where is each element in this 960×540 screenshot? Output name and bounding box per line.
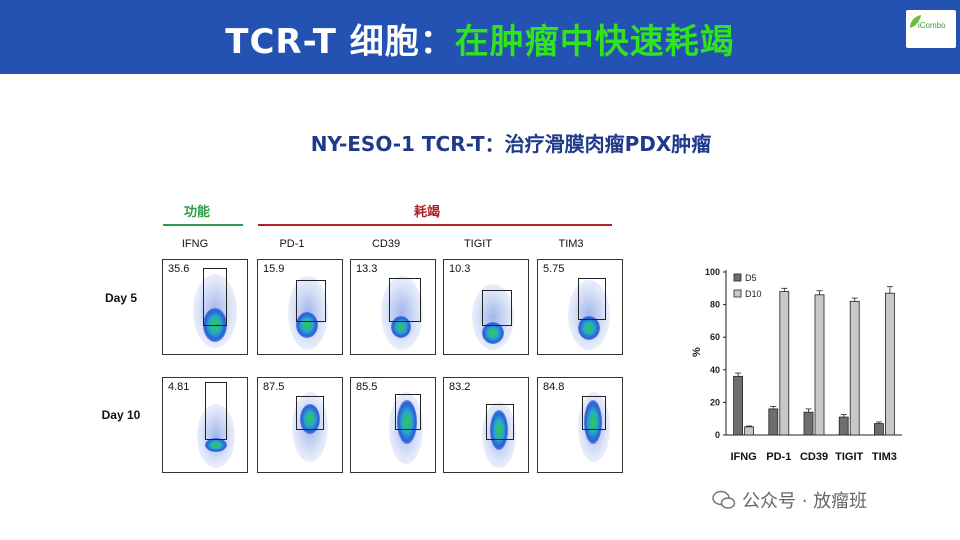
gate-box: [395, 394, 421, 430]
y-tick-label: 60: [710, 332, 720, 342]
gate-box: [486, 404, 514, 440]
group-label-function: 功能: [184, 204, 211, 219]
gate-box: [578, 278, 606, 320]
column-label-ifng: IFNG: [181, 238, 209, 250]
event-density: [296, 312, 318, 338]
bar-d5-tigit: [838, 416, 849, 436]
slide-title: TCR-T 细胞：在肿瘤中快速耗竭: [0, 14, 960, 63]
x-axis-labels: IFNG PD-1 CD39 TIGIT TIM3: [730, 451, 896, 463]
slide-subtitle: NY-ESO-1 TCR-T：治疗滑膜肉瘤PDX肿瘤: [310, 132, 712, 156]
flow-panel-day5-tigit: 10.3: [443, 259, 529, 355]
gate-percentage: 83.2: [449, 381, 471, 393]
chart-legend: D5 D10: [733, 273, 762, 299]
y-tick-label: 40: [710, 365, 720, 375]
flow-panel-day5-cd39: 13.3: [350, 259, 436, 355]
gate-percentage: 87.5: [263, 381, 285, 393]
leaf-icon: [910, 15, 921, 28]
y-tick-label: 0: [715, 430, 720, 440]
gate-percentage: 5.75: [543, 263, 565, 275]
bar-d10-ifng: [744, 426, 754, 436]
bar-d10-tim3: [884, 292, 895, 436]
function-underline: [163, 224, 243, 226]
logo-text: iCombo: [918, 21, 946, 30]
column-label-cd39: CD39: [371, 238, 401, 250]
bar-d10-tigit: [849, 300, 860, 436]
row-label-day10: Day 10: [101, 408, 141, 422]
gate-box: [296, 396, 324, 430]
flow-panel-day5-pd1: 15.9: [257, 259, 343, 355]
x-tick-label: CD39: [800, 451, 828, 463]
y-tick-label: 100: [705, 267, 720, 277]
flow-panel-day10-ifng: 4.81: [162, 377, 248, 473]
gate-box: [482, 290, 512, 326]
gate-percentage: 13.3: [356, 263, 378, 275]
x-tick-label: TIGIT: [835, 451, 863, 463]
bar-d5-cd39: [803, 411, 814, 436]
bar-d5-pd-1: [768, 408, 779, 436]
column-label-pd1: PD-1: [279, 238, 305, 250]
row-label-day5: Day 5: [104, 291, 138, 305]
legend-swatch: [733, 273, 742, 282]
legend-label: D5: [745, 273, 757, 283]
group-label-exhaustion: 耗竭: [414, 204, 441, 219]
column-label-tigit: TIGIT: [463, 238, 493, 250]
legend-swatch: [733, 289, 742, 298]
event-scatter: [197, 404, 235, 468]
gate-box: [205, 382, 227, 440]
y-tick-label: 80: [710, 300, 720, 310]
event-density: [300, 404, 320, 434]
title-prefix: TCR-T 细胞：: [225, 22, 455, 62]
bar-d5-ifng: [733, 375, 743, 436]
gate-box: [389, 278, 421, 322]
y-tick-label: 20: [710, 397, 720, 407]
x-tick-label: TIM3: [872, 451, 897, 463]
flow-panel-day5-ifng: 35.6: [162, 259, 248, 355]
gate-percentage: 4.81: [168, 381, 190, 393]
gate-box: [582, 396, 606, 430]
gate-percentage: 85.5: [356, 381, 378, 393]
column-label-tim3: TIM3: [558, 238, 584, 250]
event-density: [584, 400, 602, 444]
flow-panel-day10-tim3: 84.8: [537, 377, 623, 473]
event-density: [490, 410, 508, 450]
flow-panel-day10-tigit: 83.2: [443, 377, 529, 473]
bar-d5-tim3: [873, 423, 884, 436]
icombo-logo: iCombo: [906, 10, 956, 48]
y-axis-label: %: [691, 347, 703, 357]
header-bar: TCR-T 细胞：在肿瘤中快速耗竭 iCombo: [0, 0, 960, 74]
title-highlight: 在肿瘤中快速耗竭: [454, 22, 735, 62]
gate-percentage: 10.3: [449, 263, 471, 275]
event-density: [578, 316, 600, 340]
x-tick-label: PD-1: [766, 451, 791, 463]
legend-label: D10: [745, 289, 762, 299]
event-density: [397, 400, 417, 444]
x-tick-label: IFNG: [730, 451, 756, 463]
gate-percentage: 35.6: [168, 263, 190, 275]
exhaustion-bar-chart: 0 20 40 60 80 100 IFNG PD-1 CD39 TIGIT TIM3 D5 D10…: [691, 267, 902, 463]
chart-axes: [725, 270, 902, 436]
gate-percentage: 84.8: [543, 381, 565, 393]
wechat-icon: [712, 490, 736, 509]
event-density: [482, 322, 504, 344]
event-density: [205, 438, 227, 452]
bar-d10-cd39: [814, 294, 825, 436]
exhaustion-underline: [258, 224, 612, 226]
gate-box: [296, 280, 326, 322]
flow-panel-day10-pd1: 87.5: [257, 377, 343, 473]
y-axis-ticks: 0 20 40 60 80 100: [705, 267, 726, 440]
flow-panel-day5-tim3: 5.75: [537, 259, 623, 355]
gate-box: [203, 268, 227, 326]
watermark-text: 公众号 · 放瘤班: [742, 491, 868, 512]
gate-percentage: 15.9: [263, 263, 285, 275]
chart-bars: [733, 286, 895, 436]
bar-d10-pd-1: [779, 291, 790, 436]
flow-panel-day10-cd39: 85.5: [350, 377, 436, 473]
